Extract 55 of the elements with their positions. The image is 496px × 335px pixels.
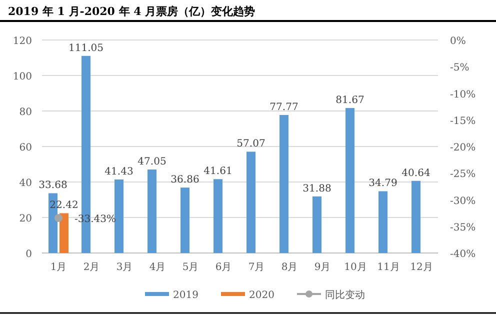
y2-tick-label: -20% — [450, 142, 476, 154]
chart-title: 2019 年 1 月-2020 年 4 月票房（亿）变化趋势 — [8, 5, 256, 18]
x-tick-label: 11月 — [377, 262, 400, 273]
data-label: 34.79 — [368, 178, 398, 190]
legend-label: 2019 — [173, 290, 198, 301]
legend-label: 2020 — [249, 290, 274, 301]
data-label: 40.64 — [402, 168, 430, 179]
data-label: 41.61 — [204, 166, 232, 178]
data-label: 81.67 — [336, 95, 364, 106]
bar — [214, 179, 222, 253]
y2-tick-label: -25% — [450, 169, 476, 180]
bar — [346, 108, 354, 253]
y-tick-label: 20 — [19, 214, 32, 224]
x-tick-label: 7月 — [248, 262, 265, 273]
x-tick-label: 3月 — [116, 262, 133, 273]
data-label: 111.05 — [68, 42, 104, 54]
data-label: 36.86 — [170, 174, 200, 186]
bar — [148, 169, 156, 253]
y2-tick-label: -15% — [450, 116, 476, 127]
x-tick-label: 2月 — [83, 262, 100, 273]
y2-tick-label: -40% — [450, 249, 476, 260]
bar — [246, 152, 256, 253]
x-tick-label: 9月 — [314, 262, 331, 273]
y2-tick-label: -10% — [450, 89, 476, 100]
x-tick-label: 12月 — [410, 262, 433, 273]
data-label: 47.05 — [138, 156, 166, 168]
legend-label: 同比变动 — [325, 289, 365, 301]
y-tick-label: 80 — [19, 107, 32, 118]
y-tick-label: 40 — [19, 178, 32, 189]
x-tick-label: 8月 — [281, 262, 298, 273]
data-label: 41.43 — [104, 166, 134, 178]
bar — [312, 196, 322, 253]
data-label: 77.77 — [270, 102, 298, 113]
y2-tick-label: -35% — [450, 222, 476, 234]
bar — [280, 114, 288, 253]
x-tick-label: 10月 — [344, 262, 367, 273]
y2-tick-label: 0% — [450, 36, 466, 47]
data-label: 33.68 — [38, 180, 68, 192]
x-tick-label: 5月 — [182, 262, 199, 273]
data-label: 57.07 — [236, 138, 266, 150]
y-tick-label: 0 — [26, 249, 32, 260]
y2-tick-label: -5% — [450, 62, 470, 74]
bar — [412, 180, 420, 253]
bar — [114, 179, 124, 253]
bar — [60, 213, 68, 253]
data-label: 31.88 — [302, 183, 332, 194]
bar — [378, 191, 388, 253]
y2-tick-label: -30% — [450, 196, 476, 207]
y-tick-label: 120 — [12, 36, 32, 47]
y-tick-label: 100 — [12, 72, 32, 82]
x-tick-label: 1月 — [50, 262, 67, 273]
bar — [180, 188, 190, 253]
y-tick-label: 60 — [19, 142, 32, 154]
x-tick-label: 4月 — [149, 262, 166, 273]
x-tick-label: 6月 — [215, 262, 232, 273]
